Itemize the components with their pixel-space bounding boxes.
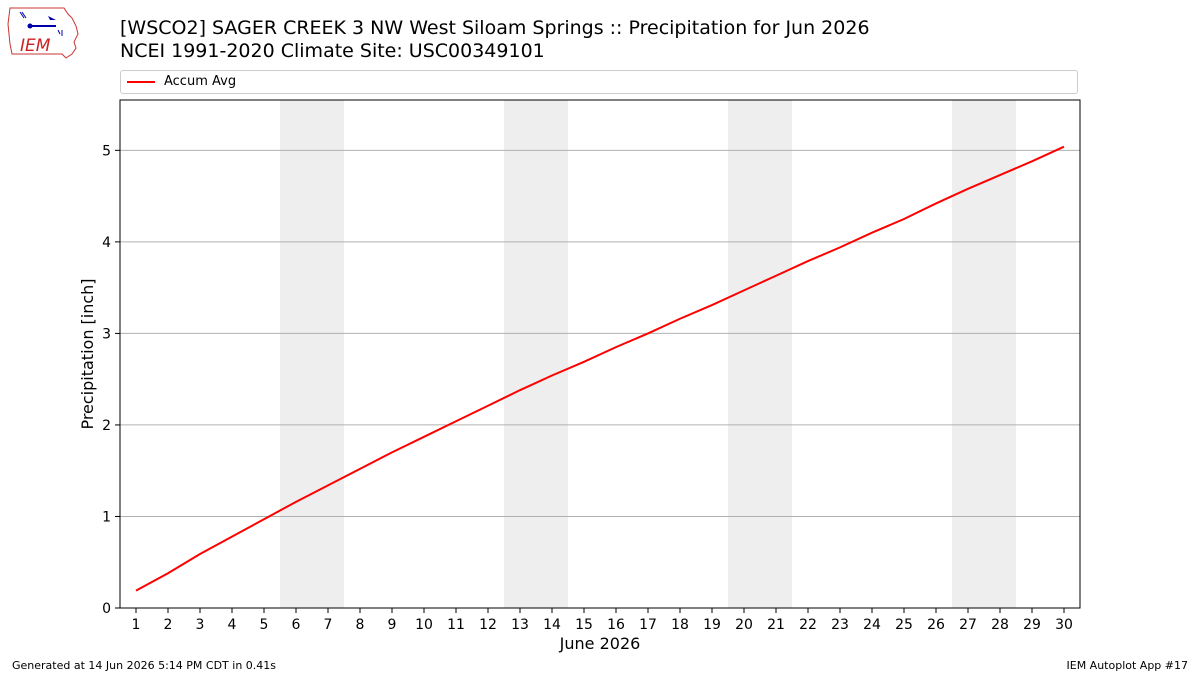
series-line-accum-avg — [135, 145, 1065, 592]
legend-label: Accum Avg — [164, 74, 237, 89]
legend: Accum Avg — [120, 70, 1078, 94]
logo-text: IEM — [20, 36, 51, 56]
x-tick-label-12: 12 — [479, 617, 497, 633]
x-tick-label-23: 23 — [831, 617, 849, 633]
x-tick-label-6: 6 — [292, 617, 301, 633]
x-tick-label-30: 30 — [1055, 617, 1073, 633]
x-tick-label-19: 19 — [703, 617, 721, 633]
x-tick-label-10: 10 — [415, 617, 433, 633]
weekend-band-1 — [280, 100, 344, 608]
x-tick-label-22: 22 — [799, 617, 817, 633]
x-tick-label-26: 26 — [927, 617, 945, 633]
weekend-bands — [280, 100, 1016, 608]
x-tick-label-7: 7 — [324, 617, 333, 633]
y-tick-label-3: 3 — [102, 326, 111, 342]
x-tick-label-25: 25 — [895, 617, 913, 633]
app-label: IEM Autoplot App #17 — [1066, 659, 1189, 672]
grid-lines — [120, 149, 1080, 609]
x-tick-label-15: 15 — [575, 617, 593, 633]
y-axis-label: Precipitation [inch] — [78, 278, 97, 429]
y-tick-label-2: 2 — [102, 418, 111, 434]
plot-frame — [119, 99, 1081, 609]
y-tick-label-5: 5 — [102, 143, 111, 159]
iem-logo: IEM — [6, 4, 82, 60]
x-axis-ticks: 1 2 3 4 5 6 7 8 9 10 11 12 13 14 15 16 17 18 19 20 21 22 23 24 2… — [132, 608, 1073, 633]
x-axis-label: June 2026 — [559, 634, 641, 653]
x-tick-label-2: 2 — [164, 617, 173, 633]
y-tick-label-1: 1 — [102, 509, 111, 525]
series-layer — [135, 145, 1065, 592]
legend-swatch — [127, 81, 155, 83]
y-tick-label-0: 0 — [102, 601, 111, 617]
x-tick-label-28: 28 — [991, 617, 1009, 633]
title-line-1: [WSCO2] SAGER CREEK 3 NW West Siloam Spr… — [120, 17, 870, 39]
x-tick-label-14: 14 — [543, 617, 561, 633]
x-tick-label-27: 27 — [959, 617, 977, 633]
x-tick-label-9: 9 — [388, 617, 397, 633]
x-tick-label-21: 21 — [767, 617, 785, 633]
x-tick-label-17: 17 — [639, 617, 657, 633]
x-tick-label-16: 16 — [607, 617, 625, 633]
y-tick-label-4: 4 — [102, 235, 111, 251]
weekend-band-3 — [728, 100, 792, 608]
x-tick-label-24: 24 — [863, 617, 881, 633]
x-tick-label-13: 13 — [511, 617, 529, 633]
x-tick-label-1: 1 — [132, 617, 141, 633]
chart-title: [WSCO2] SAGER CREEK 3 NW West Siloam Spr… — [120, 17, 870, 63]
x-tick-label-11: 11 — [447, 617, 465, 633]
x-tick-label-4: 4 — [228, 617, 237, 633]
x-tick-label-8: 8 — [356, 617, 365, 633]
x-tick-label-5: 5 — [260, 617, 269, 633]
y-axis-ticks: 0 1 2 3 4 5 — [102, 143, 120, 617]
x-tick-label-3: 3 — [196, 617, 205, 633]
x-tick-label-18: 18 — [671, 617, 689, 633]
weekend-band-4 — [952, 100, 1016, 608]
x-tick-label-29: 29 — [1023, 617, 1041, 633]
title-line-2: NCEI 1991-2020 Climate Site: USC00349101 — [120, 40, 545, 62]
generated-timestamp: Generated at 14 Jun 2026 5:14 PM CDT in … — [12, 659, 277, 672]
weekend-band-2 — [504, 100, 568, 608]
x-tick-label-20: 20 — [735, 617, 753, 633]
